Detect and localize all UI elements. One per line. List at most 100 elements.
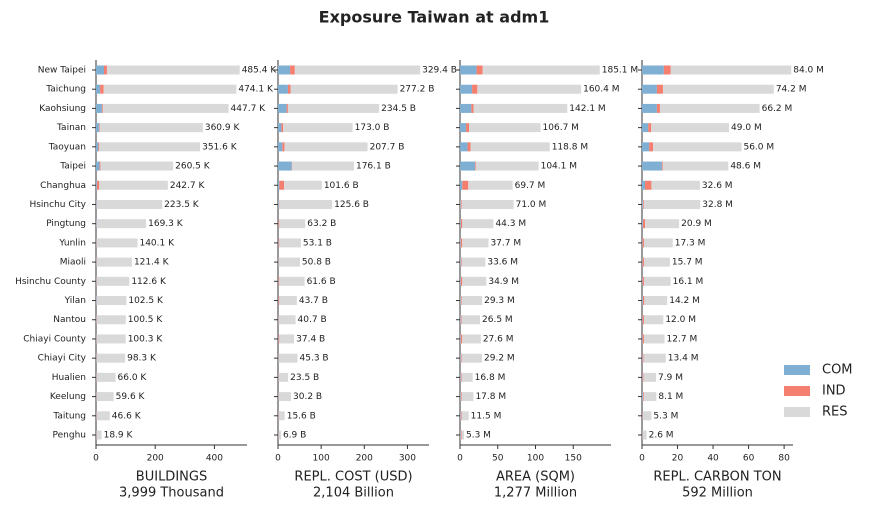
bar-segment bbox=[278, 353, 298, 363]
bar-segment bbox=[643, 392, 657, 402]
bar-segment bbox=[106, 65, 240, 75]
bar-segment bbox=[642, 334, 644, 344]
bar-segment bbox=[278, 276, 280, 286]
value-label: 5.3 M bbox=[653, 411, 678, 421]
bar-segment bbox=[642, 372, 644, 382]
bar-segment bbox=[642, 296, 643, 306]
value-label: 169.3 K bbox=[148, 219, 184, 229]
value-label: 118.8 M bbox=[552, 142, 588, 152]
bar-segment bbox=[278, 334, 280, 344]
bar-segment bbox=[96, 296, 127, 306]
bar-segment bbox=[98, 142, 100, 152]
bar-segment bbox=[290, 84, 398, 94]
value-label: 100.5 K bbox=[128, 315, 164, 325]
value-label: 12.7 M bbox=[667, 334, 698, 344]
bar-segment bbox=[460, 411, 462, 421]
bar-segment bbox=[103, 65, 107, 75]
x-axis-label: 1,277 Million bbox=[494, 486, 577, 501]
legend-label: RES bbox=[822, 405, 848, 420]
bar-segment bbox=[460, 372, 462, 382]
bar-segment bbox=[643, 199, 701, 209]
bar-segment bbox=[278, 103, 287, 113]
y-tick-label: Pingtung bbox=[46, 219, 86, 229]
y-tick-label: Taichung bbox=[45, 85, 86, 95]
value-label: 16.8 M bbox=[475, 373, 506, 383]
value-label: 223.5 K bbox=[164, 200, 200, 210]
bar-segment bbox=[642, 430, 647, 440]
value-label: 15.7 M bbox=[672, 258, 703, 268]
y-tick-label: Taoyuan bbox=[48, 142, 86, 152]
value-label: 101.6 B bbox=[324, 181, 359, 191]
value-label: 29.3 M bbox=[484, 296, 515, 306]
bar-segment bbox=[278, 411, 285, 421]
bar-segment bbox=[642, 411, 644, 421]
bar-segment bbox=[648, 123, 652, 133]
value-label: 26.5 M bbox=[482, 315, 513, 325]
bar-segment bbox=[662, 84, 774, 94]
bar-segment bbox=[460, 372, 461, 382]
value-label: 46.6 K bbox=[112, 411, 142, 421]
value-label: 74.2 M bbox=[776, 85, 807, 95]
bar-segment bbox=[460, 315, 462, 325]
bar-segment bbox=[476, 65, 483, 75]
bar-segment bbox=[461, 411, 469, 421]
y-tick-label: Hsinchu City bbox=[29, 200, 86, 210]
value-label: 234.5 B bbox=[381, 104, 416, 114]
value-label: 69.7 M bbox=[515, 181, 546, 191]
bar-segment bbox=[475, 161, 476, 171]
bar-segment bbox=[96, 372, 116, 382]
bar-segment bbox=[642, 257, 643, 267]
value-label: 18.9 K bbox=[104, 431, 134, 441]
value-label: 14.2 M bbox=[669, 296, 700, 306]
bar-segment bbox=[643, 372, 657, 382]
value-label: 20.9 M bbox=[681, 219, 712, 229]
bar-segment bbox=[649, 142, 654, 152]
bar-segment bbox=[278, 161, 292, 171]
bar-segment bbox=[278, 296, 280, 306]
bar-segment bbox=[462, 180, 469, 190]
bar-segment bbox=[659, 103, 760, 113]
bar-segment bbox=[461, 392, 474, 402]
value-label: 63.2 B bbox=[307, 219, 336, 229]
x-tick-label: 100 bbox=[313, 454, 330, 464]
legend-label: IND bbox=[822, 384, 846, 399]
bar-segment bbox=[642, 392, 644, 402]
value-label: 32.6 M bbox=[702, 181, 733, 191]
value-label: 17.3 M bbox=[675, 238, 706, 248]
x-tick-label: 0 bbox=[457, 454, 463, 464]
bar-segment bbox=[278, 65, 291, 75]
y-tick-label: Chiayi County bbox=[23, 334, 86, 344]
bar-segment bbox=[642, 353, 644, 363]
y-tick-label: Nantou bbox=[53, 315, 86, 325]
y-tick-label: Chiayi City bbox=[38, 354, 87, 364]
value-label: 11.5 M bbox=[471, 411, 502, 421]
bar-segment bbox=[96, 180, 100, 190]
bar-segment bbox=[461, 315, 481, 325]
x-tick-label: 80 bbox=[778, 454, 790, 464]
bar-segment bbox=[661, 161, 663, 171]
value-label: 66.2 M bbox=[762, 104, 793, 114]
value-label: 34.9 M bbox=[488, 277, 519, 287]
bar-segment bbox=[462, 276, 487, 286]
bar-segment bbox=[466, 123, 470, 133]
value-label: 37.4 B bbox=[296, 334, 325, 344]
bar-segment bbox=[286, 103, 288, 113]
bar-segment bbox=[642, 161, 662, 171]
legend-swatch bbox=[784, 407, 810, 417]
y-tick-label: Miaoli bbox=[60, 258, 86, 268]
bar-segment bbox=[460, 276, 463, 286]
bar-segment bbox=[460, 161, 476, 171]
y-tick-label: Penghu bbox=[53, 431, 86, 441]
bar-segment bbox=[473, 103, 568, 113]
value-label: 23.5 B bbox=[290, 373, 319, 383]
value-label: 360.9 K bbox=[205, 123, 241, 133]
value-label: 44.3 M bbox=[495, 219, 526, 229]
value-label: 45.3 B bbox=[300, 354, 329, 364]
bar-segment bbox=[460, 353, 462, 363]
bar-segment bbox=[642, 353, 643, 363]
bar-segment bbox=[670, 65, 792, 75]
x-tick-label: 40 bbox=[707, 454, 719, 464]
bar-segment bbox=[642, 238, 644, 248]
bar-segment bbox=[279, 334, 295, 344]
